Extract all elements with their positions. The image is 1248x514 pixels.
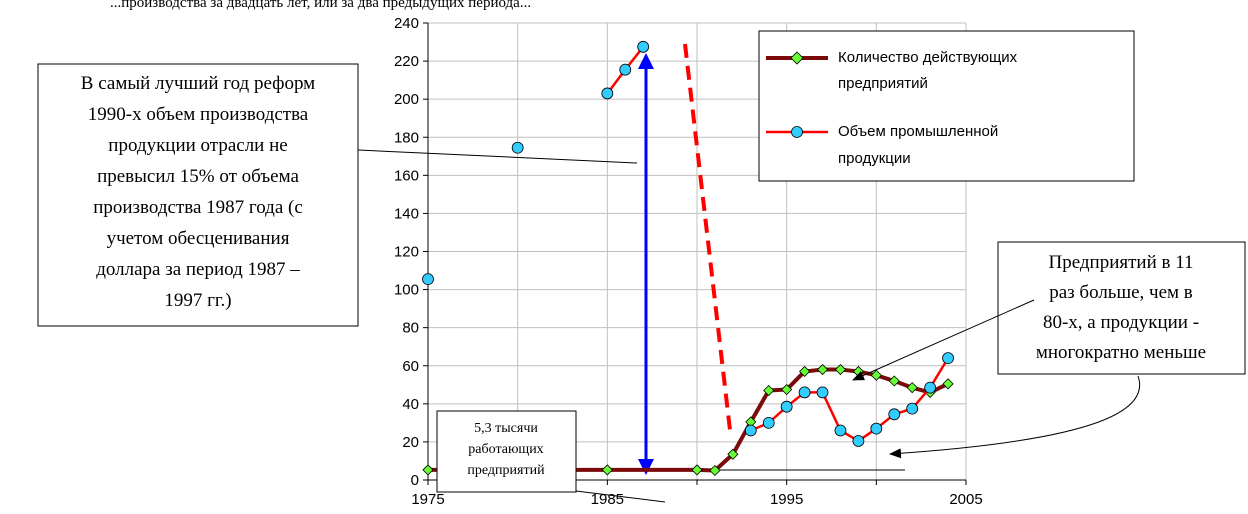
enterprises-point bbox=[709, 464, 721, 477]
legend-label-production-line2: продукции bbox=[838, 150, 911, 167]
small-callout-line: предприятий bbox=[467, 463, 545, 478]
legend-label-enterprises-line2: предприятий bbox=[838, 75, 928, 92]
x-tick-label: 2005 bbox=[949, 491, 982, 508]
series-layer bbox=[422, 40, 954, 477]
y-tick-label: 100 bbox=[394, 282, 419, 299]
legend-label-production-line1: Объем промышленной bbox=[838, 123, 998, 140]
left-callout-line: 1997 гг.) bbox=[164, 290, 231, 311]
enterprises-point bbox=[691, 464, 703, 476]
production-point bbox=[780, 400, 793, 413]
right-callout-line: раз больше, чем в bbox=[1049, 282, 1193, 303]
enterprises-point bbox=[781, 383, 793, 396]
x-tick-label: 1985 bbox=[591, 491, 624, 508]
y-tick-label: 0 bbox=[411, 472, 419, 489]
left-callout-line: продукции отрасли не bbox=[108, 135, 287, 156]
enterprises-point bbox=[816, 363, 829, 376]
production-point bbox=[798, 386, 811, 399]
x-tick-labels: 1975 1985 1995 2005 bbox=[411, 491, 982, 508]
left-callout-line: доллара за период 1987 – bbox=[96, 259, 300, 280]
enterprises-point bbox=[799, 365, 811, 378]
right-callout-line: многократно меньше bbox=[1036, 342, 1206, 363]
production-point bbox=[637, 40, 650, 53]
production-point bbox=[816, 386, 829, 399]
x-tick-label: 1975 bbox=[411, 491, 444, 508]
enterprises-point bbox=[906, 382, 918, 394]
production-point bbox=[852, 435, 865, 447]
small-callout: 5,3 тысячи работающих предприятий bbox=[436, 410, 666, 503]
blue-arrow-head-top bbox=[638, 53, 654, 69]
production-point bbox=[870, 422, 883, 435]
y-tick-label: 220 bbox=[394, 53, 419, 70]
y-tick-label: 40 bbox=[402, 396, 419, 413]
y-tick-label: 240 bbox=[394, 15, 419, 32]
left-callout-line: производства 1987 года (с bbox=[93, 197, 303, 218]
y-tick-label: 80 bbox=[402, 320, 419, 337]
top-cutoff-text: ...производства за двадцать лет, или за … bbox=[110, 0, 531, 11]
enterprises-point bbox=[422, 464, 434, 476]
enterprises-point bbox=[870, 369, 882, 381]
y-tick-label: 160 bbox=[394, 167, 419, 184]
enterprises-point bbox=[727, 448, 739, 460]
production-point bbox=[762, 416, 775, 429]
production-point bbox=[834, 424, 847, 437]
production-point bbox=[924, 381, 937, 394]
left-callout-line: превысил 15% от объема bbox=[97, 166, 299, 187]
grid-lines bbox=[428, 22, 967, 480]
legend-label-enterprises-line1: Количество действующих bbox=[838, 49, 1018, 66]
production-point bbox=[888, 408, 901, 421]
production-point bbox=[942, 352, 954, 365]
production-point bbox=[601, 87, 614, 100]
enterprises-point bbox=[888, 375, 900, 387]
blue-arrow-head-bottom bbox=[638, 459, 654, 475]
small-callout-line: работающих bbox=[468, 442, 543, 457]
right-callout-line: Предприятий в 11 bbox=[1048, 252, 1193, 273]
left-callout-line: 1990-х объем производства bbox=[88, 104, 309, 125]
production-point bbox=[619, 63, 632, 76]
small-callout-line: 5,3 тысячи bbox=[474, 421, 538, 436]
production-point bbox=[422, 273, 434, 286]
y-tick-label: 180 bbox=[394, 129, 419, 146]
y-tick-label: 200 bbox=[394, 91, 419, 108]
y-tick-label: 120 bbox=[394, 244, 419, 261]
y-tick-label: 140 bbox=[394, 205, 419, 222]
y-tick-labels: 0 20 40 60 80 100 120 140 160 180 200 220 240 bbox=[394, 15, 419, 489]
enterprises-point bbox=[852, 365, 864, 378]
production-point bbox=[511, 141, 524, 154]
enterprises-point bbox=[834, 363, 847, 376]
right-callout: Предприятий в 11 раз больше, чем в 80-х, а… bbox=[852, 241, 1246, 459]
red-dashed-decline-line bbox=[683, 43, 732, 431]
production-point bbox=[906, 402, 919, 415]
y-tick-label: 20 bbox=[402, 434, 419, 451]
left-callout-line: учетом обесценивания bbox=[107, 228, 290, 249]
production-point bbox=[744, 424, 757, 437]
enterprises-point bbox=[942, 378, 954, 390]
left-callout-line: В самый лучший год реформ bbox=[81, 73, 315, 94]
left-callout: В самый лучший год реформ 1990-х объем пр… bbox=[37, 63, 638, 327]
x-tick-label: 1995 bbox=[770, 491, 803, 508]
y-tick-label: 60 bbox=[402, 358, 419, 375]
enterprises-point bbox=[763, 384, 775, 397]
legend: Количество действующих предприятий Объем… bbox=[758, 30, 1135, 182]
enterprises-point bbox=[601, 464, 613, 476]
right-callout-line: 80-х, а продукции - bbox=[1043, 312, 1199, 333]
